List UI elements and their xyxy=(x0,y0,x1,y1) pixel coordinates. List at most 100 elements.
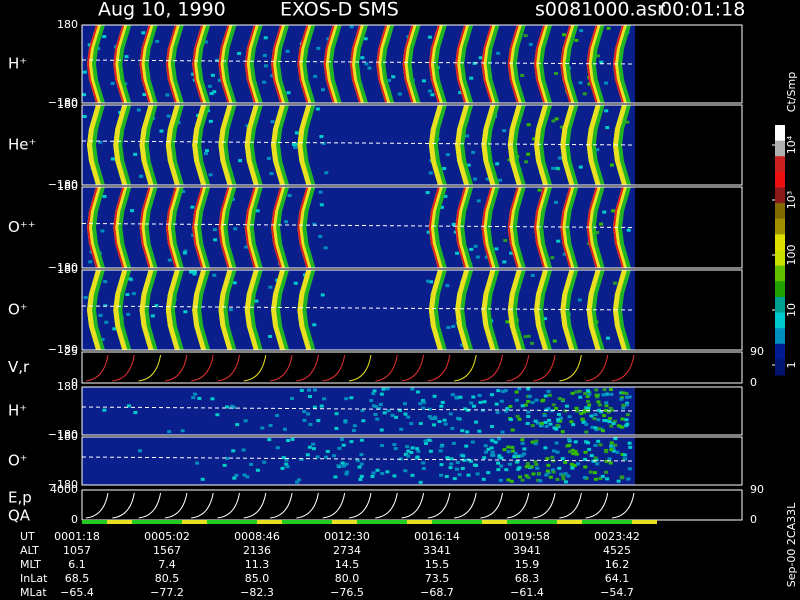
spectrogram-cell xyxy=(336,464,341,468)
spectrogram-cell xyxy=(154,304,159,308)
spectrogram-cell xyxy=(621,406,626,410)
spectrogram-cell xyxy=(557,466,562,470)
spectrogram-cell xyxy=(421,79,426,83)
spectrogram-cell xyxy=(451,222,456,226)
spectrogram-cell xyxy=(230,404,235,408)
spectrogram-cell xyxy=(284,220,289,224)
spectrogram-cell xyxy=(427,89,432,93)
spectrogram-cell xyxy=(496,461,501,465)
spin-feature xyxy=(507,187,519,268)
spin-feature xyxy=(165,187,177,268)
spin-feature xyxy=(455,25,467,103)
spectrogram-cell xyxy=(308,395,313,399)
spectrogram-cell xyxy=(390,413,395,417)
spin-feature xyxy=(87,25,98,103)
spectrogram-cell xyxy=(477,393,482,397)
spectrogram-cell xyxy=(554,427,559,431)
spectrogram-cell xyxy=(232,281,237,285)
spectrogram-cell xyxy=(551,119,556,123)
spin-feature xyxy=(455,105,467,185)
ephemeris-label: ALT xyxy=(20,544,39,557)
spectrogram-cell xyxy=(337,446,342,450)
spectrogram-cell xyxy=(385,387,390,391)
spectrogram-cell xyxy=(598,410,603,414)
colorbar-tick-label: 100 xyxy=(785,245,798,266)
spectrogram-cell xyxy=(311,442,316,446)
spectrogram-cell xyxy=(397,92,402,96)
spectrogram-cell xyxy=(565,444,570,448)
y-tick-label: 180 xyxy=(57,430,78,443)
spectrogram-cell xyxy=(610,408,615,412)
spin-feature xyxy=(87,105,98,185)
spectrogram-cell xyxy=(98,140,103,144)
spectrogram-cell xyxy=(603,419,608,423)
spectrogram-cell xyxy=(526,414,531,418)
spectrogram-cell xyxy=(212,273,217,277)
spectrogram-cell xyxy=(373,412,378,416)
spectrogram-cell xyxy=(403,412,408,416)
spectrogram-cell xyxy=(611,449,616,453)
spectrogram-cell xyxy=(100,229,105,233)
spectrogram-cell xyxy=(205,149,210,153)
spin-feature xyxy=(218,105,230,185)
qa-bar xyxy=(432,520,457,524)
spectrogram-cell xyxy=(315,107,320,111)
spectrogram-cell xyxy=(596,418,601,422)
spectrogram-cell xyxy=(98,313,103,317)
spectrogram-cell xyxy=(255,468,260,472)
spectrogram-cell xyxy=(403,452,408,456)
spectrogram-cell xyxy=(472,463,477,467)
colorbar-segment xyxy=(775,328,785,345)
spectrogram-cell xyxy=(503,389,508,393)
y-tick-label: −180 xyxy=(48,428,78,441)
spectrogram-cell xyxy=(605,126,610,130)
spectrogram-cell xyxy=(379,428,384,432)
spectrogram-cell xyxy=(102,194,107,198)
qa-bar xyxy=(507,520,532,524)
spectrogram-cell xyxy=(260,426,265,430)
spectrogram-cell xyxy=(319,203,324,207)
spectrogram-cell xyxy=(461,454,466,458)
spectrogram-cell xyxy=(448,466,453,470)
spectrogram-cell xyxy=(159,129,164,133)
spectrogram-cell xyxy=(281,456,286,460)
spectrogram-cell xyxy=(228,308,233,312)
spectrogram-cell xyxy=(302,418,307,422)
spin-curve xyxy=(85,354,109,382)
spectrogram-cell xyxy=(543,446,548,450)
spectrogram-cell xyxy=(392,474,397,478)
spectrogram-cell xyxy=(526,399,531,403)
spectrogram-cell xyxy=(452,477,457,481)
spectrogram-cell xyxy=(266,156,271,160)
spectrogram-cell xyxy=(293,281,298,285)
spectrogram-cell xyxy=(497,454,502,458)
spin-feature xyxy=(271,25,283,103)
spectrogram-cell xyxy=(373,405,378,409)
qa-bar xyxy=(107,520,132,524)
spectrogram-cell xyxy=(141,31,146,35)
spectrogram-cell xyxy=(167,258,172,262)
panel-label: O⁺ xyxy=(8,301,28,319)
spectrogram-cell xyxy=(270,74,275,78)
spectrogram-cell xyxy=(263,64,268,68)
spectrogram-cell xyxy=(551,470,556,474)
spectrogram-cell xyxy=(623,457,628,461)
spin-curve xyxy=(164,492,188,519)
spectrogram-cell xyxy=(624,418,629,422)
spectrogram-cell xyxy=(409,422,414,426)
spectrogram-cell xyxy=(448,412,453,416)
spin-curve xyxy=(480,492,503,519)
spectrogram-cell xyxy=(572,463,577,467)
y-tick-label: 4000 xyxy=(50,483,78,496)
spectrogram-cell xyxy=(299,388,304,392)
spin-feature xyxy=(165,270,177,350)
ephemeris-value: 64.1 xyxy=(605,572,630,585)
spectrogram-cell xyxy=(537,188,542,192)
spectrogram-cell xyxy=(504,468,509,472)
spin-curve xyxy=(322,354,346,382)
spectrogram-cell xyxy=(598,443,603,447)
spectrogram-cell xyxy=(608,406,613,410)
spectrogram-cell xyxy=(415,447,420,451)
spectrogram-cell xyxy=(150,314,155,318)
spectrogram-cell xyxy=(522,447,527,451)
